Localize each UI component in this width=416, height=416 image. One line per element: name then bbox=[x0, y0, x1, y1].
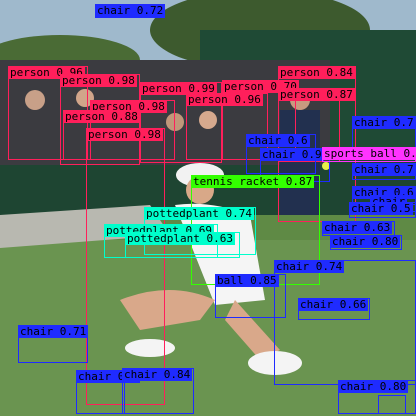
detection-label: chair 0.72 bbox=[95, 4, 166, 17]
detection-label: person 0.87 bbox=[278, 88, 355, 101]
detection-label: person 0.99 bbox=[140, 82, 217, 95]
detection-label: chair 0.71 bbox=[18, 325, 89, 338]
detection-label: chair 0.6 bbox=[246, 134, 310, 147]
detection-label: person 0.96 bbox=[186, 93, 263, 106]
detection-box-chair bbox=[378, 395, 406, 414]
detection-label: chair 0.66 bbox=[298, 298, 369, 311]
detection-label: chair 0.63 bbox=[322, 221, 393, 234]
detection-label: person 0.88 bbox=[63, 110, 140, 123]
detection-label: person 0.98 bbox=[90, 100, 167, 113]
detection-label: sports ball 0.9 bbox=[322, 147, 416, 160]
detection-label: ball 0.85 bbox=[215, 274, 279, 287]
detection-box-chair bbox=[274, 260, 416, 385]
detection-label: pottedplant 0.74 bbox=[144, 207, 254, 220]
detection-label: person 0.84 bbox=[278, 66, 355, 79]
detection-label: chair 0.5 bbox=[349, 202, 413, 215]
detection-box-person bbox=[86, 128, 165, 405]
detection-label: chair 0.7 bbox=[352, 163, 416, 176]
detection-label: person 0.98 bbox=[86, 128, 163, 141]
detection-label: chair 0.7 bbox=[352, 116, 416, 129]
detection-label: chair 0.84 bbox=[122, 368, 193, 381]
detection-label: chair 0.80 bbox=[338, 380, 409, 393]
detection-label: tennis racket 0.87 bbox=[191, 175, 315, 188]
detection-label: pottedplant 0.63 bbox=[125, 232, 235, 245]
detection-label: chair 0.9 bbox=[260, 148, 324, 161]
detection-label: person 0.98 bbox=[60, 74, 137, 87]
detection-label: chair 0.74 bbox=[274, 260, 345, 273]
detection-label: chair 0.80 bbox=[330, 235, 401, 248]
